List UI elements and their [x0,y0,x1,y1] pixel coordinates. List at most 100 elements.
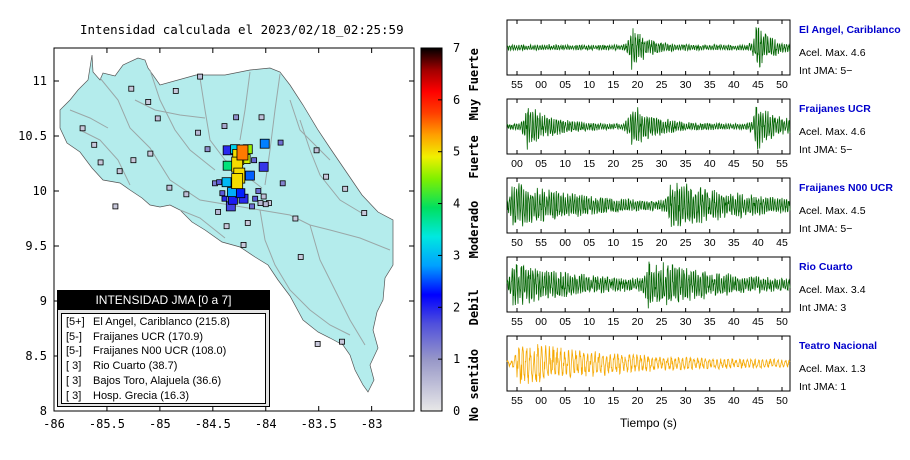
legend-entry-text: Rio Cuarto (38.7) [93,360,178,373]
station-marker [221,123,228,129]
y-tick-label: 10.5 [18,129,47,143]
station-marker [252,195,259,202]
legend-entries: [5+] El Angel, Cariblanco (215.8) [5-] Frai… [61,313,266,404]
waveform-tick-label: 45 [752,316,764,328]
waveform-tick-label: 30 [680,79,692,91]
waveform-tick-label: 55 [511,395,523,407]
waveform-tick-label: 15 [632,237,644,249]
waveform-tick-label: 40 [728,316,740,328]
station-marker [219,190,226,197]
waveform-tick-label: 15 [608,395,620,407]
colorbar-level-label: No sentido [467,349,481,421]
waveform-tick-label: 40 [704,158,716,170]
waveform-tick-label: 05 [559,316,571,328]
waveform-frame [506,335,791,392]
station-marker [197,73,204,80]
stations-layer [79,73,368,347]
station-marker [97,159,104,166]
colorbar-ticks: 0 1 2 3 4 5 6 7 [438,41,460,418]
station-marker [262,201,269,208]
legend-entry-class: [ 3] [66,389,82,402]
waveform-tick-label: 55 [511,316,523,328]
waveform-tick-label: 20 [608,158,620,170]
waveform-tick-label: 20 [632,79,644,91]
waveform-tick-label: 45 [752,79,764,91]
station-name: Rio Cuarto [799,261,853,273]
waveform-tick-label: 20 [632,395,644,407]
station-max-acceleration: Acel. Max. 4.6 [799,47,866,59]
station-marker [221,195,228,202]
waveform-tick-label: 10 [583,79,595,91]
waveform-tick-label: 35 [704,79,716,91]
waveform-trace [506,106,791,150]
waveform-tick-label: 55 [776,158,788,170]
road-network [69,69,391,346]
station-marker [249,203,255,210]
station-marker [342,185,349,192]
colorbar [420,47,443,412]
waveform-panel: 55 00 05 10 15 20 25 30 35 40 45 50 [506,256,791,328]
station-name: El Angel, Cariblanco [799,24,901,36]
x-tick-label: -85 [149,417,171,431]
colorbar-level-label: Moderado [467,201,481,259]
legend-title: INTENSIDAD JMA [0 a 7] [58,291,269,310]
legend-entry-class: [5+] [66,316,85,328]
legend-entry-text: Bajos Toro, Alajuela (36.6) [93,374,222,387]
waveform-tick-label: 15 [608,79,620,91]
station-marker [260,193,267,200]
station-marker [244,170,255,181]
waveform-tick-label: 25 [680,237,692,249]
waveform-panels: 55 00 05 10 15 20 25 30 35 40 45 50 00 05 10 15 20 25 30 35… [506,19,791,407]
waveform-tick-label: 00 [535,316,547,328]
waveform-tick-label: 05 [559,79,571,91]
station-marker [154,115,161,122]
legend-entry: [5-] Fraijanes UCR (170.9) [66,331,203,343]
station-jma-intensity: Int JMA: 5− [799,223,853,235]
waveform-tick-label: 10 [608,237,620,249]
station-marker [361,210,368,216]
waveform-tick-label: 40 [728,79,740,91]
waveform-tick-label: 35 [728,237,740,249]
station-marker [297,254,304,260]
waveform-tick-label: 40 [728,395,740,407]
station-marker [339,338,345,345]
legend-entry: [ 3] Rio Cuarto (38.7) [66,360,177,372]
waveform-tick-label: 50 [776,395,788,407]
y-tick-label: 10 [33,184,47,198]
waveform-tick-label: 35 [704,316,716,328]
waveform-panel: 55 00 05 10 15 20 25 30 35 40 45 50 [506,335,791,407]
colorbar-level-label: Debil [467,289,481,325]
station-marker [279,180,286,187]
station-marker [221,177,232,188]
station-marker [204,146,211,153]
station-marker [244,219,251,226]
station-name: Fraijanes N00 UCR [799,182,893,194]
station-marker [323,173,330,180]
station-marker [258,114,265,121]
y-tick-label: 9 [40,294,47,308]
station-marker [147,150,154,157]
y-tick-label: 9.5 [25,239,47,253]
waveform-tick-label: 30 [704,237,716,249]
waveform-tick-label: 00 [559,237,571,249]
x-tick-label: -85.5 [89,417,125,431]
legend-entry: [5+] El Angel, Cariblanco (215.8) [66,316,230,328]
station-marker [183,191,190,198]
waveform-tick-label: 55 [511,79,523,91]
station-marker [130,157,137,164]
colorbar-levels: No sentido Debil Moderado Fuerte Muy Fuerte [467,48,481,421]
waveform-tick-label: 45 [752,395,764,407]
waveform-tick-label: 50 [511,237,523,249]
waveform-panel: 55 00 05 10 15 20 25 30 35 40 45 50 [506,19,791,91]
legend-entry-class: [ 3] [66,374,82,387]
colorbar-level-label: Fuerte [467,135,481,178]
colorbar-tick-label: 0 [453,404,460,418]
station-marker [166,184,173,191]
waveform-tick-label: 45 [776,237,788,249]
station-marker [257,200,264,207]
station-marker [116,168,123,175]
station-marker [91,141,98,148]
waveform-tick-label: 00 [535,395,547,407]
colorbar-tick-label: 6 [453,93,460,107]
